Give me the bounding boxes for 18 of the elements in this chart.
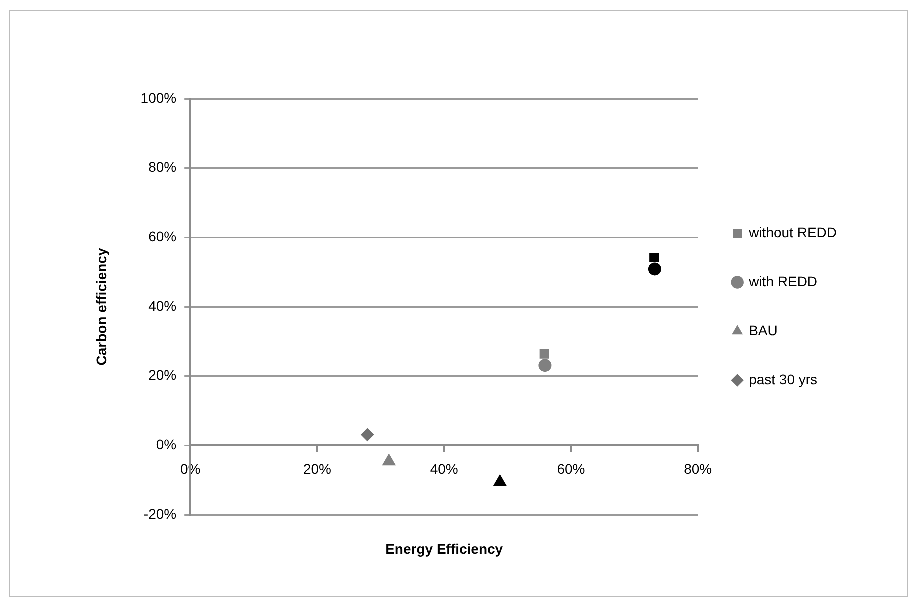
point bbox=[361, 428, 374, 442]
x-tick-label: 80% bbox=[684, 460, 712, 477]
y-tick-label: 40% bbox=[148, 298, 177, 314]
y-tick-label: -20% bbox=[144, 506, 177, 522]
legend-label: BAU bbox=[749, 322, 778, 338]
legend-label: with REDD bbox=[748, 273, 818, 290]
y-tick-label: 60% bbox=[148, 228, 177, 245]
y-tick-label: 80% bbox=[148, 159, 177, 176]
x-tick-label: 20% bbox=[303, 460, 332, 477]
y-tick-label: 0% bbox=[156, 436, 177, 453]
x-tick-label: 60% bbox=[557, 460, 586, 477]
x-axis-title: Energy Efficiency bbox=[386, 540, 504, 557]
x-tick-label: 40% bbox=[430, 460, 458, 477]
y-tick-label: 100% bbox=[140, 90, 177, 106]
legend-label: without REDD bbox=[748, 224, 838, 240]
legend-label: past 30 yrs bbox=[749, 371, 818, 388]
y-axis-title: Carbon efficiency bbox=[93, 248, 110, 366]
y-tick-label: 20% bbox=[148, 367, 177, 384]
